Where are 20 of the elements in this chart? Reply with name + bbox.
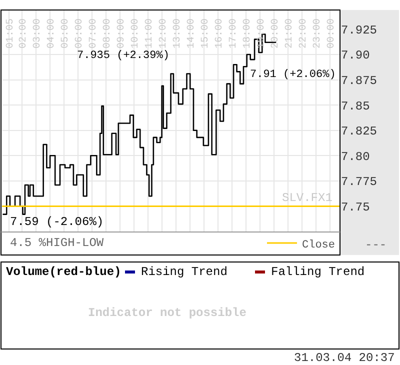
x-tick-label: 20:00 <box>270 18 282 49</box>
y-tick-label: 7.775 <box>341 175 378 190</box>
y-tick-label: 7.75 <box>341 200 370 214</box>
annotation: 7.59 (-2.06%) <box>10 215 104 229</box>
text: --- <box>365 238 387 252</box>
y-tick-label: 7.825 <box>341 124 378 139</box>
x-tick-label: 19:00 <box>256 18 268 49</box>
y-tick-label: 7.85 <box>341 99 370 114</box>
legend-label: Falling Trend <box>271 265 365 279</box>
y-tick-label: 7.925 <box>341 23 378 38</box>
text: 4.5 %HIGH-LOW <box>10 236 104 250</box>
y-tick-label: 7.90 <box>341 48 370 63</box>
text: Volume(red-blue) <box>6 265 122 279</box>
annotation: 7.935 (+2.39%) <box>77 50 170 62</box>
y-tick-label: 7.875 <box>341 74 378 88</box>
legend-label: Rising Trend <box>141 265 228 279</box>
annotation: 7.91 (+2.06%) <box>250 69 336 81</box>
legend-label: Close <box>302 239 336 252</box>
y-tick-label: 7.80 <box>341 150 370 164</box>
text: 31.03.04 20:37 <box>294 351 395 365</box>
